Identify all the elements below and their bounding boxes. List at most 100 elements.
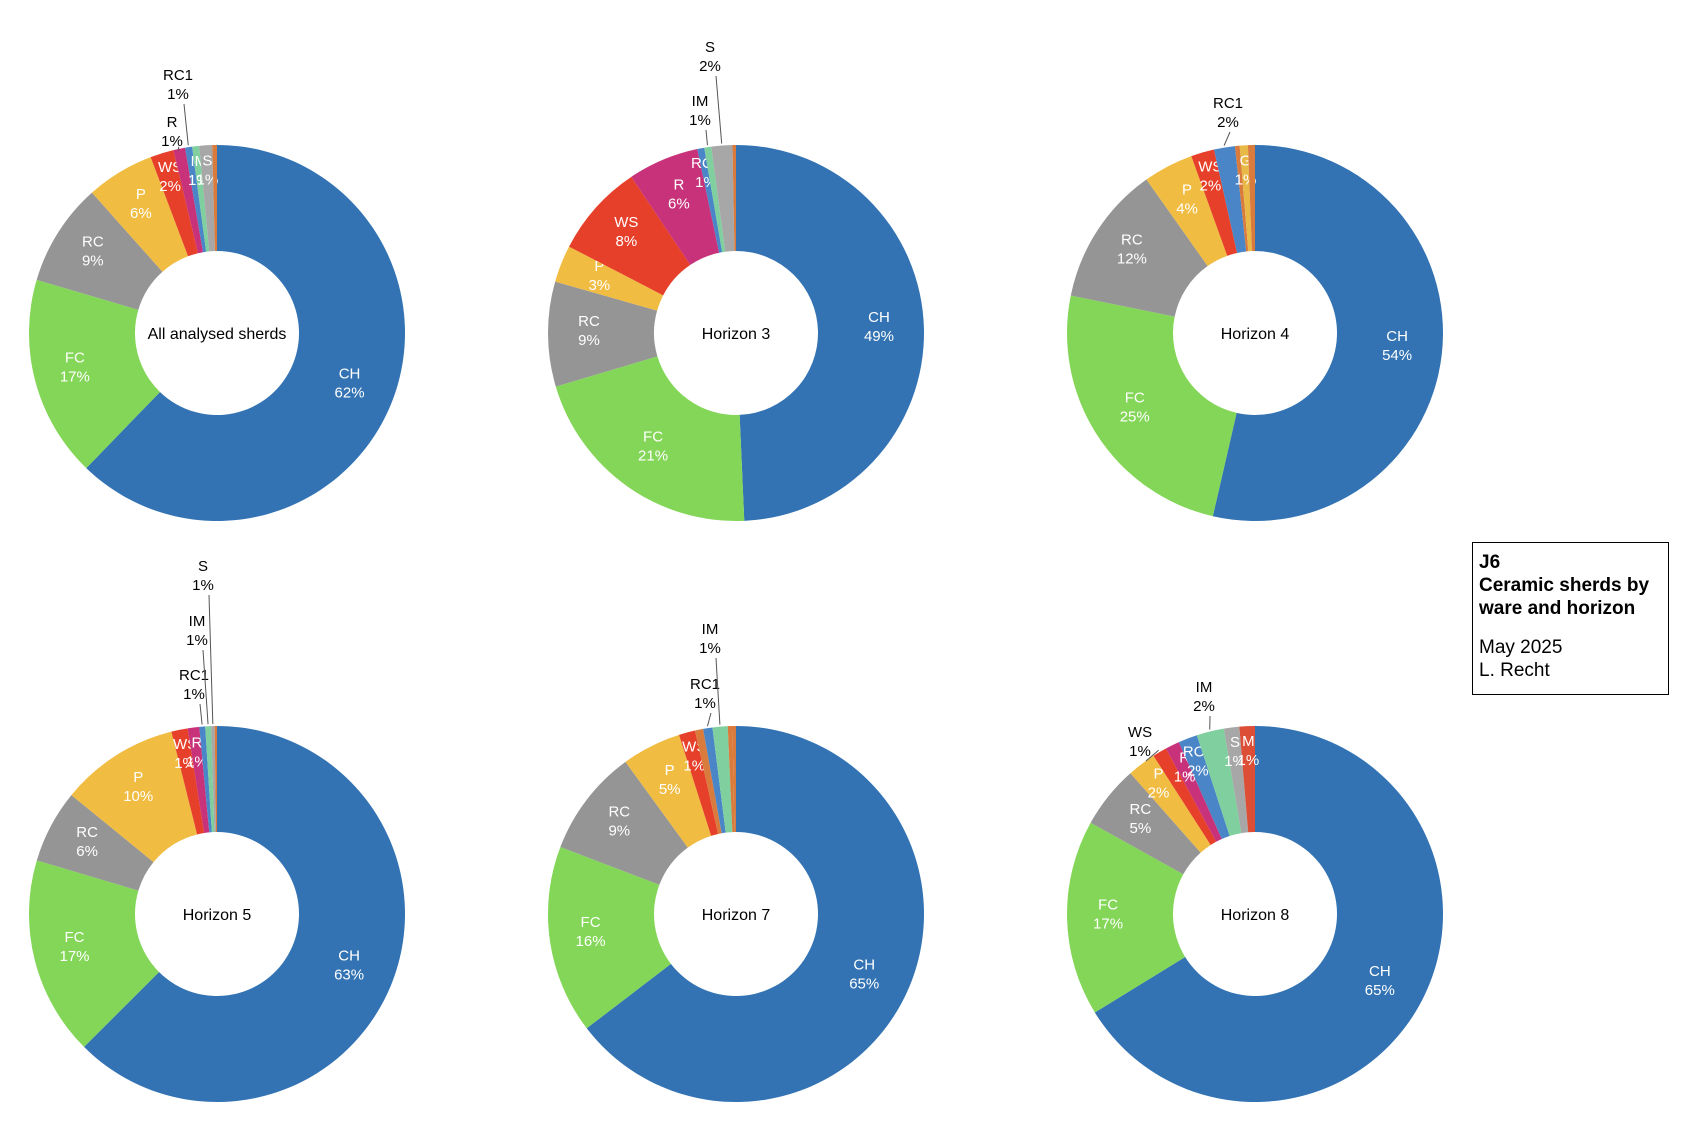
slice-label: WS [158,159,182,176]
donut-center-label: Horizon 7 [702,907,771,924]
slice-percent: 2% [1200,177,1222,194]
slice-percent: 1% [167,86,189,103]
donut-slice-other [212,145,217,252]
donut-slice-fc [547,846,671,1029]
slice-label: FC [1098,896,1118,913]
donut-center-label: Horizon 3 [702,326,771,343]
donut-slice-rc1 [697,147,723,253]
slice-label: CH [1386,328,1408,345]
donut-slice-ch [86,145,406,521]
donut-slice-ch [84,726,406,1102]
slice-label: RC1 [163,67,193,84]
slice-label: G [1240,152,1252,169]
slice-percent: 17% [59,948,89,965]
slice-label: IM [702,621,719,638]
slice-label: CH [868,309,890,326]
slice-percent: 1% [1129,743,1151,760]
slice-percent: 1% [174,755,196,772]
donut-slice-other [214,726,217,833]
info-spacer [1479,620,1662,636]
slice-percent: 62% [335,385,365,402]
slice-label: RC [1121,232,1143,249]
donut-slice-rc1 [199,726,212,833]
donut-slice-rc1 [703,727,726,834]
slice-percent: 9% [608,823,630,840]
slice-label: R [673,177,684,194]
slice-label: RC [76,824,98,841]
slice-percent: 1% [197,171,219,188]
slice-percent: 65% [849,975,879,992]
donut-slice-ws [171,728,205,835]
leader-line [199,703,203,725]
slice-percent: 2% [1217,114,1239,131]
donut-slice-fc [1067,295,1237,517]
slice-percent: 6% [668,196,690,213]
slice-label: FC [581,914,601,931]
slice-label: P [1153,765,1163,782]
leader-line [705,129,708,146]
donut-slice-s [199,145,215,252]
slice-label: M [1242,733,1255,750]
leader-line [183,103,189,146]
slice-percent: 2% [159,178,181,195]
leader-line [208,594,214,725]
leader-line [202,649,209,725]
slice-label: P [1182,182,1192,199]
info-code: J6 [1479,552,1501,573]
donut-slice-s [1223,726,1249,834]
slice-percent: 1% [1237,752,1259,769]
donut-slice-fc [1067,822,1186,1013]
leader-line [1223,131,1231,146]
slice-label: RC1 [1213,95,1243,112]
slice-label: WS [1128,724,1152,741]
slice-label: P [136,186,146,203]
slice-label: IM [189,613,206,630]
donut-slice-im [192,145,210,252]
slice-percent: 6% [130,205,152,222]
slice-percent: 16% [576,933,606,950]
donut-slice-s [711,145,735,252]
slice-label: WS [614,214,638,231]
slice-percent: 1% [699,640,721,657]
donut-slice-ws [150,150,198,257]
donut-slice-r [173,147,204,254]
slice-percent: 21% [638,447,668,464]
donut-slice-p [71,731,198,863]
donut-chart: CH63%FC17%RC6%P10%WS1%R1%RC11%IM1%S1%Hor… [28,558,406,1102]
slice-percent: 1% [1174,768,1196,785]
slice-label: P [665,762,675,779]
donut-slice-other [732,726,736,833]
slice-percent: 4% [1176,201,1198,218]
slice-label: S [705,39,715,56]
slice-percent: 25% [1120,408,1150,425]
slice-label: RC [608,804,630,821]
info-box: J6 Ceramic sherds by ware and horizon Ma… [1472,542,1669,695]
slice-label: RC1 [690,676,720,693]
slice-percent: 1% [683,758,705,775]
donut-slice-r [187,726,210,834]
slice-percent: 10% [123,788,153,805]
donut-slice-ch [1212,145,1444,522]
donut-slice-rc1 [185,146,207,253]
donut-slice-p [625,734,712,848]
donut-slice-rc [560,761,688,885]
donut-center-label: Horizon 8 [1221,907,1290,924]
leader-line [706,712,712,727]
donut-slice-fc [555,356,745,521]
donut-slice-p [1130,755,1211,853]
slice-percent: 1% [186,632,208,649]
slice-percent: 12% [1117,251,1147,268]
donut-slice-rc1 [1178,735,1230,840]
donut-center-label: Horizon 4 [1221,326,1290,343]
donut-slice-other [694,728,722,834]
slice-percent: 1% [694,695,716,712]
donut-slice-im [205,726,215,833]
donut-slice-rc [36,192,163,310]
donut-slice-fc [29,279,160,469]
donut-slice-other [1234,145,1249,252]
leader-line [715,75,723,144]
donut-slice-ch [1094,726,1443,1102]
donut-slice-other [727,726,735,833]
slice-label: WS [1198,158,1222,175]
info-date: May 2025 [1479,637,1563,658]
